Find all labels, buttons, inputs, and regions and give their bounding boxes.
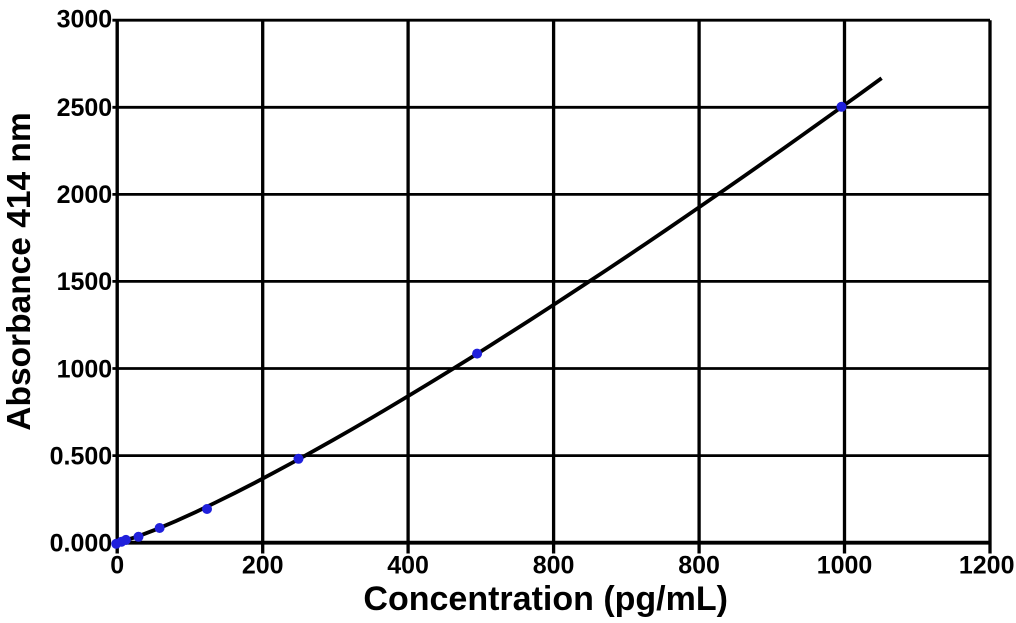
svg-text:200: 200 <box>242 551 284 579</box>
svg-text:2500: 2500 <box>57 94 113 122</box>
svg-text:1500: 1500 <box>57 268 113 296</box>
svg-text:400: 400 <box>387 551 429 579</box>
svg-text:Absorbance 414 nm: Absorbance 414 nm <box>1 112 38 430</box>
svg-text:800: 800 <box>678 551 720 579</box>
svg-text:1000: 1000 <box>57 355 113 383</box>
svg-text:800: 800 <box>533 551 575 579</box>
svg-text:3000: 3000 <box>57 5 113 33</box>
svg-text:0.000: 0.000 <box>50 530 113 558</box>
svg-text:0: 0 <box>110 551 124 579</box>
svg-text:Concentration (pg/mL): Concentration (pg/mL) <box>363 580 728 618</box>
svg-text:1000: 1000 <box>817 551 873 579</box>
svg-text:2000: 2000 <box>57 181 113 209</box>
svg-text:1200: 1200 <box>959 551 1015 579</box>
svg-text:0.500: 0.500 <box>50 442 113 470</box>
